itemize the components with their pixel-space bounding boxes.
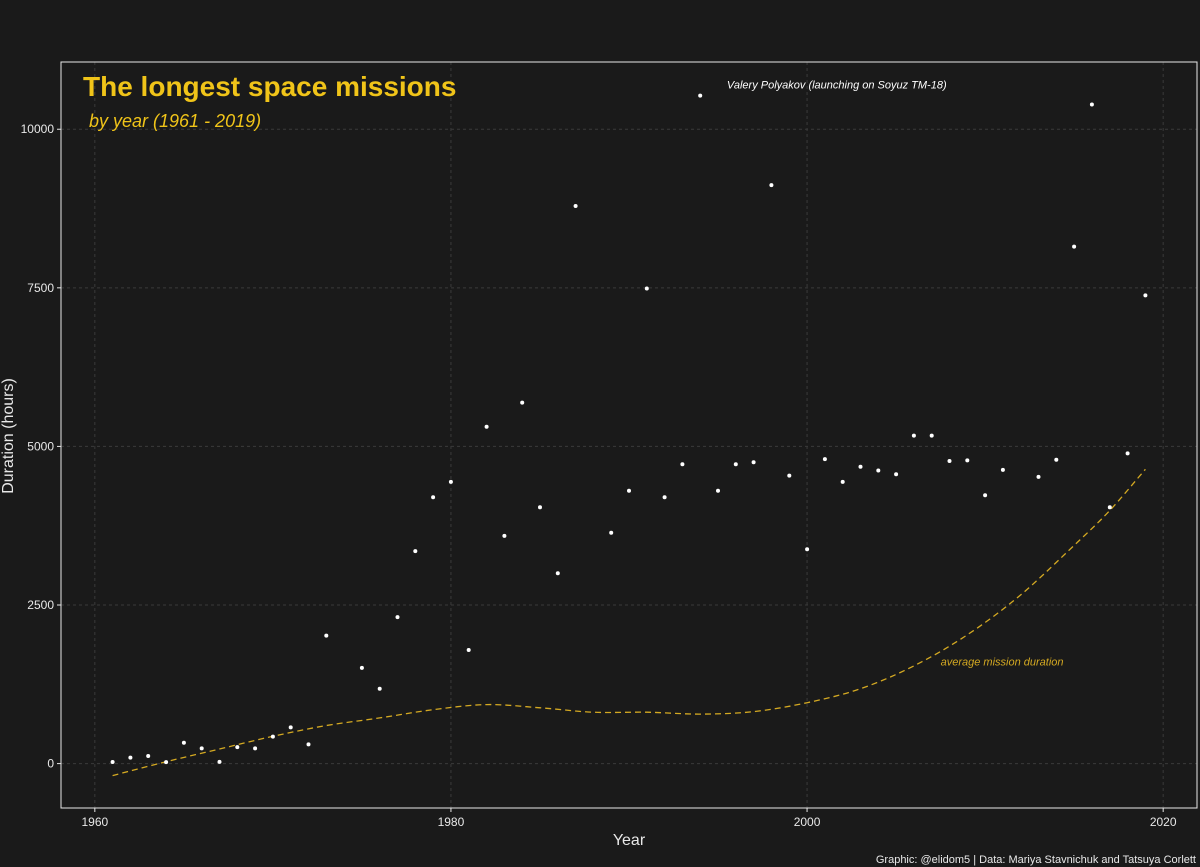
- data-point: [306, 742, 311, 747]
- data-point: [324, 633, 329, 638]
- data-point: [573, 204, 578, 208]
- data-point: [769, 183, 774, 188]
- data-point: [395, 615, 400, 620]
- data-point: [733, 462, 738, 467]
- caption: Graphic: @elidom5 | Data: Mariya Stavnic…: [876, 854, 1196, 866]
- annotation-polyakov: Valery Polyakov (launching on Soyuz TM-1…: [727, 80, 947, 92]
- y-tick-label: 5000: [27, 439, 54, 453]
- data-point: [164, 760, 169, 765]
- data-point: [128, 755, 133, 760]
- data-point: [929, 433, 934, 438]
- data-point: [716, 488, 720, 493]
- x-tick-label: 2020: [1150, 815, 1177, 829]
- data-point: [110, 760, 115, 764]
- plot-panel-border: [60, 61, 1198, 809]
- y-tick-label: 2500: [27, 598, 54, 612]
- x-tick-label: 1960: [81, 815, 108, 829]
- x-axis-label: Year: [613, 832, 646, 849]
- data-point: [359, 665, 364, 670]
- data-point: [1125, 451, 1130, 456]
- data-point: [911, 433, 916, 438]
- ticks: 1960 1980 2000 2020 0 2500 5000 7500 10000: [21, 122, 1177, 829]
- data-point: [217, 759, 222, 764]
- data-point: [253, 746, 258, 751]
- data-point: [555, 571, 560, 576]
- data-point: [270, 734, 275, 739]
- data-point: [288, 725, 293, 730]
- data-point: [1072, 244, 1077, 249]
- data-point: [947, 459, 952, 463]
- data-point: [1107, 505, 1112, 510]
- data-point: [805, 547, 810, 552]
- grid: [61, 62, 1197, 808]
- data-point: [876, 468, 881, 473]
- y-tick-label: 7500: [27, 281, 54, 295]
- data-point: [1000, 467, 1005, 472]
- data-point: [840, 479, 845, 484]
- data-point: [199, 746, 204, 751]
- data-point: [146, 754, 151, 758]
- y-tick-label: 10000: [21, 122, 55, 136]
- data-point: [983, 493, 988, 498]
- data-point: [858, 464, 863, 469]
- data-point: [1143, 293, 1148, 298]
- data-point: [520, 400, 525, 405]
- points: [110, 93, 1148, 765]
- x-tick-label: 2000: [794, 815, 821, 829]
- data-point: [609, 530, 614, 535]
- data-point: [662, 495, 667, 500]
- data-point: [484, 424, 489, 429]
- chart-title: The longest space missions: [83, 71, 456, 102]
- data-point: [181, 740, 186, 745]
- data-point: [698, 93, 703, 98]
- data-point: [644, 286, 649, 291]
- data-point: [894, 472, 899, 477]
- data-point: [787, 473, 792, 478]
- data-point: [965, 458, 970, 463]
- data-point: [235, 745, 240, 750]
- data-point: [538, 505, 542, 510]
- annotation-average: average mission duration: [941, 656, 1064, 668]
- data-point: [1089, 102, 1094, 107]
- data-point: [680, 462, 685, 467]
- data-point: [502, 533, 507, 538]
- data-point: [448, 479, 453, 484]
- data-point: [627, 488, 631, 493]
- data-point: [431, 495, 436, 500]
- y-tick-label: 0: [47, 757, 54, 771]
- trend-line: [112, 468, 1146, 777]
- data-point: [1054, 457, 1059, 462]
- data-point: [822, 457, 827, 462]
- x-tick-label: 1980: [438, 815, 465, 829]
- data-point: [1036, 474, 1041, 479]
- annotations: Valery Polyakov (launching on Soyuz TM-1…: [727, 80, 1064, 669]
- y-axis-label: Duration (hours): [0, 378, 17, 494]
- data-point: [751, 460, 756, 465]
- data-point: [466, 648, 471, 652]
- data-point: [413, 549, 418, 554]
- data-point: [377, 686, 382, 691]
- chart-subtitle: by year (1961 - 2019): [89, 111, 261, 131]
